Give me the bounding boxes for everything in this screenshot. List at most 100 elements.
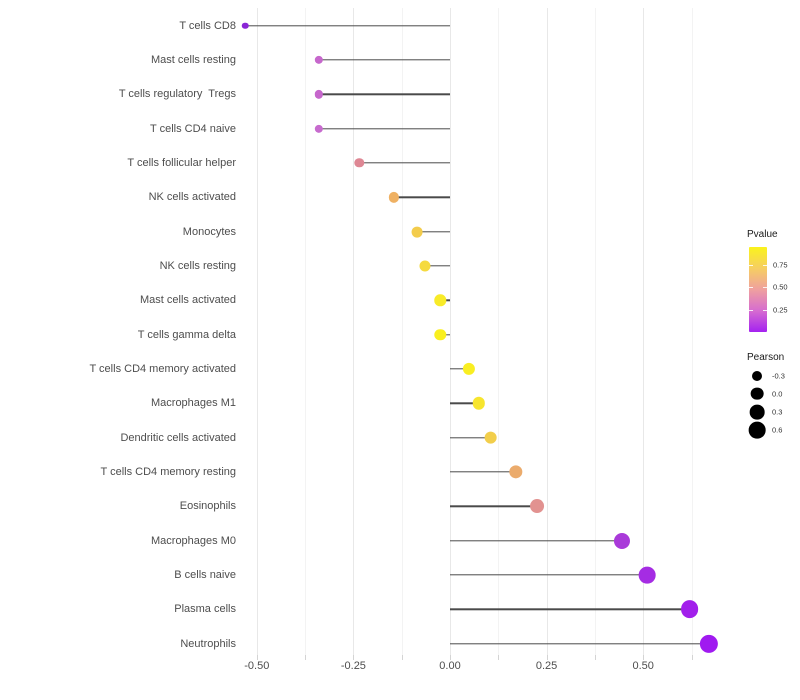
x-axis-tick: [691, 655, 693, 660]
x-tick-label: 0.25: [535, 660, 558, 672]
lollipop-dot: [314, 124, 323, 133]
y-axis-label: T cells CD4 naive: [150, 122, 236, 135]
lollipop-dot: [434, 294, 447, 307]
gridline-minor: [691, 8, 693, 655]
lollipop-dot: [419, 260, 431, 272]
x-axis-tick: [353, 655, 355, 660]
y-axis-label: Monocytes: [182, 225, 236, 238]
gridline-minor: [305, 8, 307, 655]
x-tick-label: -0.25: [340, 660, 366, 672]
pvalue-colorbar-tick: [749, 309, 753, 311]
x-axis-tick: [594, 655, 596, 660]
lollipop-dot: [463, 362, 476, 376]
lollipop-dot: [699, 634, 718, 653]
y-axis-label: T cells CD4 memory resting: [100, 465, 237, 478]
pvalue-colorbar-tick: [763, 287, 767, 289]
pearson-size-dot: [752, 370, 762, 381]
x-tick-label: 0.50: [632, 660, 654, 672]
lollipop-dot: [314, 55, 323, 65]
x-axis-tick: [401, 655, 403, 660]
x-axis-tick: [498, 655, 500, 660]
lollipop-dot: [529, 499, 544, 514]
gridline-minor: [594, 8, 596, 655]
lollipop-dot: [613, 532, 630, 549]
lollipop-stem: [393, 196, 450, 199]
pvalue-colorbar-tick: [749, 265, 753, 267]
lollipop-stem: [450, 368, 470, 370]
lollipop-stem: [318, 59, 450, 61]
gridline-major: [643, 8, 645, 655]
lollipop-stem: [417, 230, 450, 233]
y-axis-label: NK cells resting: [159, 260, 236, 272]
pearson-size-label: 0.6: [772, 425, 783, 435]
gridline-major: [546, 8, 548, 655]
y-axis-label: Neutrophils: [180, 637, 236, 650]
x-tick-label: 0.00: [439, 660, 461, 672]
y-axis-label: T cells follicular helper: [127, 157, 236, 170]
lollipop-dot: [411, 226, 423, 238]
x-axis-tick: [546, 655, 548, 660]
lollipop-dot: [241, 22, 249, 29]
x-axis-tick: [256, 655, 258, 660]
lollipop-stem: [450, 642, 709, 645]
pvalue-tick-label: 0.50: [773, 282, 788, 292]
lollipop-dot: [484, 431, 497, 445]
lollipop-stem: [450, 436, 491, 439]
lollipop-stem: [359, 162, 450, 164]
y-axis-label: Macrophages M0: [151, 534, 236, 547]
lollipop-dot: [472, 397, 486, 410]
y-axis-label: Mast cells resting: [151, 54, 236, 67]
pvalue-colorbar: [749, 247, 767, 332]
lollipop-dot: [680, 600, 699, 619]
lollipop-stem: [318, 93, 450, 96]
y-axis-label: T cells CD4 memory activated: [89, 363, 236, 375]
y-axis-label: Macrophages M1: [151, 397, 236, 410]
lollipop-dot: [509, 465, 523, 479]
pearson-size-dot: [749, 404, 765, 420]
y-axis-label: T cells regulatory Tregs: [118, 88, 236, 101]
pearson-size-label: 0.0: [772, 389, 783, 399]
gridline-major: [256, 8, 258, 655]
pearson-size-label: -0.3: [772, 371, 785, 381]
lollipop-dot: [638, 566, 656, 584]
pvalue-tick-label: 0.75: [773, 260, 788, 270]
x-tick-label: -0.50: [244, 660, 270, 672]
pearson-size-dot: [750, 387, 764, 401]
lollipop-stem: [450, 608, 690, 610]
y-axis-label: NK cells activated: [148, 191, 236, 204]
x-axis-tick: [305, 655, 307, 660]
lollipop-dot: [388, 192, 400, 203]
lollipop-dot: [314, 90, 323, 99]
lollipop-stem: [450, 505, 537, 508]
pvalue-colorbar-tick: [749, 287, 753, 289]
gridline-minor: [498, 8, 500, 655]
y-axis-label: Plasma cells: [174, 603, 236, 616]
lollipop-stem: [450, 471, 516, 473]
x-axis-tick: [643, 655, 645, 660]
pearson-legend-title: Pearson: [747, 352, 785, 363]
pearson-size-label: 0.3: [772, 407, 783, 417]
y-axis-label: Dendritic cells activated: [120, 431, 236, 444]
y-axis-label: B cells naive: [174, 568, 236, 581]
pvalue-colorbar-tick: [763, 265, 767, 267]
pvalue-legend-title: Pvalue: [747, 229, 778, 240]
gridline-major: [353, 8, 355, 655]
lollipop-dot: [354, 158, 364, 168]
pvalue-tick-label: 0.25: [773, 305, 788, 315]
y-axis-label: Eosinophils: [179, 500, 236, 513]
lollipop-stem: [450, 574, 648, 576]
y-axis-label: Mast cells activated: [140, 294, 236, 307]
lollipop-stem: [318, 127, 450, 130]
lollipop-stem: [424, 265, 450, 267]
lollipop-stem: [450, 402, 479, 405]
x-axis-tick: [450, 655, 451, 660]
pearson-size-dot: [748, 421, 766, 439]
y-axis-label: T cells gamma delta: [137, 328, 236, 341]
y-axis-label: T cells CD8: [179, 19, 236, 32]
lollipop-dot: [434, 328, 447, 341]
lollipop-stem: [450, 539, 622, 542]
lollipop-stem: [245, 24, 450, 27]
pvalue-colorbar-tick: [763, 309, 767, 311]
gridline-major: [450, 8, 451, 655]
